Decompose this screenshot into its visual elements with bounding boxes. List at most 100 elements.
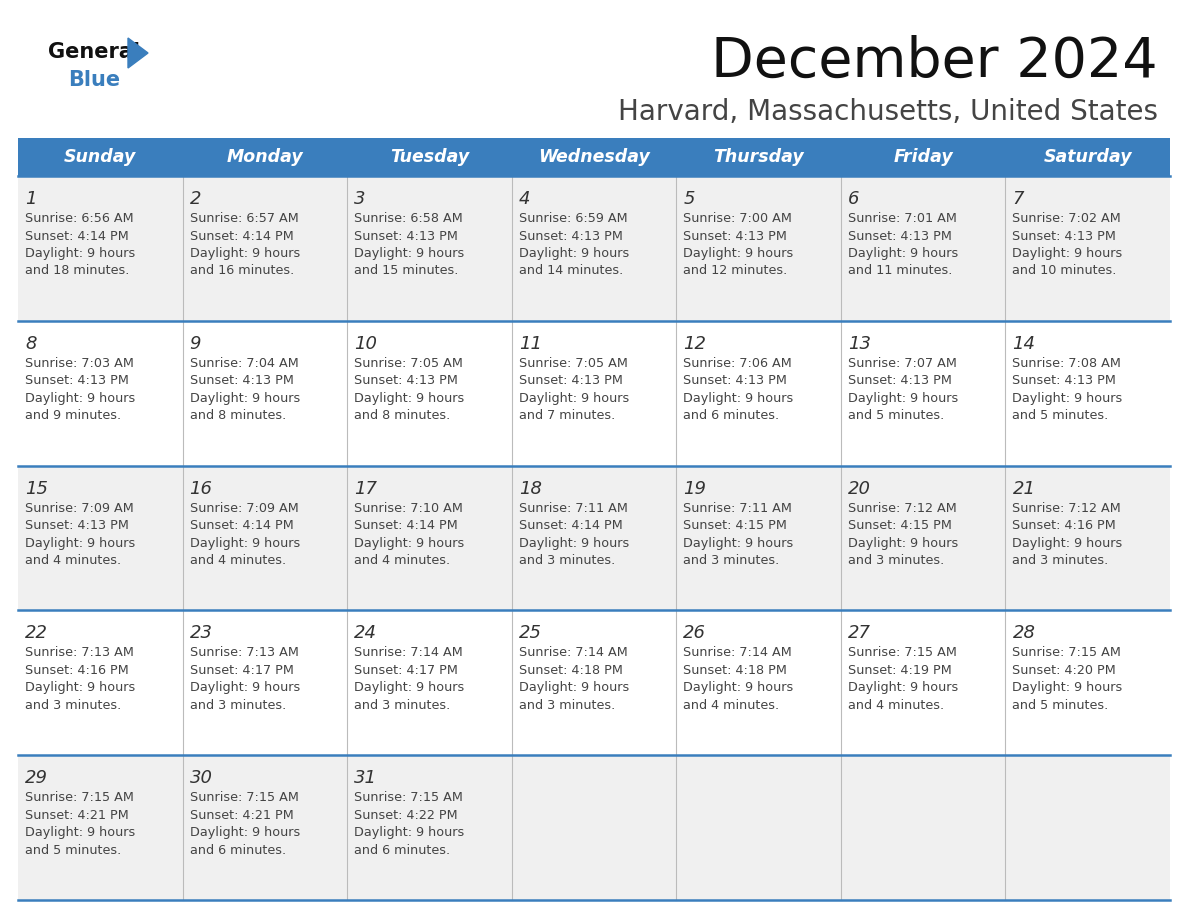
Text: Daylight: 9 hours: Daylight: 9 hours	[190, 826, 299, 839]
Text: Harvard, Massachusetts, United States: Harvard, Massachusetts, United States	[618, 98, 1158, 126]
Text: Sunset: 4:17 PM: Sunset: 4:17 PM	[190, 664, 293, 677]
Text: and 3 minutes.: and 3 minutes.	[25, 699, 121, 711]
Text: and 5 minutes.: and 5 minutes.	[1012, 699, 1108, 711]
Text: Sunrise: 7:01 AM: Sunrise: 7:01 AM	[848, 212, 956, 225]
Text: Sunset: 4:13 PM: Sunset: 4:13 PM	[683, 230, 788, 242]
Text: Thursday: Thursday	[713, 148, 804, 166]
Text: Sunset: 4:14 PM: Sunset: 4:14 PM	[190, 519, 293, 532]
Text: Sunrise: 6:56 AM: Sunrise: 6:56 AM	[25, 212, 133, 225]
Text: Sunrise: 7:05 AM: Sunrise: 7:05 AM	[354, 357, 463, 370]
Text: Daylight: 9 hours: Daylight: 9 hours	[25, 392, 135, 405]
Text: Sunset: 4:13 PM: Sunset: 4:13 PM	[25, 519, 128, 532]
Text: and 5 minutes.: and 5 minutes.	[25, 844, 121, 856]
Text: and 3 minutes.: and 3 minutes.	[519, 699, 615, 711]
Text: and 5 minutes.: and 5 minutes.	[1012, 409, 1108, 422]
Text: Daylight: 9 hours: Daylight: 9 hours	[848, 247, 958, 260]
Text: Blue: Blue	[68, 70, 120, 90]
Text: and 3 minutes.: and 3 minutes.	[354, 699, 450, 711]
Text: and 6 minutes.: and 6 minutes.	[354, 844, 450, 856]
Text: Daylight: 9 hours: Daylight: 9 hours	[683, 392, 794, 405]
Bar	[18, 138, 1170, 176]
Text: Sunrise: 7:00 AM: Sunrise: 7:00 AM	[683, 212, 792, 225]
Text: 30: 30	[190, 769, 213, 788]
Text: 17: 17	[354, 479, 377, 498]
Text: Sunset: 4:20 PM: Sunset: 4:20 PM	[1012, 664, 1117, 677]
Text: Sunrise: 7:15 AM: Sunrise: 7:15 AM	[25, 791, 134, 804]
Text: and 4 minutes.: and 4 minutes.	[25, 554, 121, 567]
Text: Sunset: 4:13 PM: Sunset: 4:13 PM	[848, 375, 952, 387]
Text: Sunrise: 6:57 AM: Sunrise: 6:57 AM	[190, 212, 298, 225]
Text: Sunrise: 7:13 AM: Sunrise: 7:13 AM	[25, 646, 134, 659]
Text: and 12 minutes.: and 12 minutes.	[683, 264, 788, 277]
Bar	[18, 320, 1170, 465]
Text: 9: 9	[190, 335, 201, 353]
Text: Wednesday: Wednesday	[538, 148, 650, 166]
Bar	[18, 610, 1170, 756]
Text: 3: 3	[354, 190, 366, 208]
Text: and 3 minutes.: and 3 minutes.	[519, 554, 615, 567]
Text: Sunrise: 7:10 AM: Sunrise: 7:10 AM	[354, 501, 463, 515]
Text: 6: 6	[848, 190, 859, 208]
Text: Sunrise: 7:06 AM: Sunrise: 7:06 AM	[683, 357, 792, 370]
Text: Sunrise: 7:15 AM: Sunrise: 7:15 AM	[1012, 646, 1121, 659]
Text: Sunset: 4:13 PM: Sunset: 4:13 PM	[519, 230, 623, 242]
Text: Daylight: 9 hours: Daylight: 9 hours	[190, 392, 299, 405]
Text: Sunrise: 7:15 AM: Sunrise: 7:15 AM	[190, 791, 298, 804]
Text: Daylight: 9 hours: Daylight: 9 hours	[25, 247, 135, 260]
Text: Sunrise: 7:11 AM: Sunrise: 7:11 AM	[683, 501, 792, 515]
Text: Sunrise: 7:15 AM: Sunrise: 7:15 AM	[354, 791, 463, 804]
Polygon shape	[128, 38, 148, 68]
Text: 26: 26	[683, 624, 707, 643]
Text: Sunset: 4:15 PM: Sunset: 4:15 PM	[848, 519, 952, 532]
Text: Tuesday: Tuesday	[390, 148, 469, 166]
Text: Sunrise: 7:08 AM: Sunrise: 7:08 AM	[1012, 357, 1121, 370]
Text: 2: 2	[190, 190, 201, 208]
Text: 19: 19	[683, 479, 707, 498]
Text: and 18 minutes.: and 18 minutes.	[25, 264, 129, 277]
Text: Sunset: 4:18 PM: Sunset: 4:18 PM	[519, 664, 623, 677]
Text: and 3 minutes.: and 3 minutes.	[1012, 554, 1108, 567]
Text: and 4 minutes.: and 4 minutes.	[848, 699, 944, 711]
Text: Daylight: 9 hours: Daylight: 9 hours	[848, 392, 958, 405]
Text: Sunrise: 7:12 AM: Sunrise: 7:12 AM	[848, 501, 956, 515]
Text: Sunset: 4:15 PM: Sunset: 4:15 PM	[683, 519, 788, 532]
Text: Daylight: 9 hours: Daylight: 9 hours	[1012, 681, 1123, 694]
Text: Sunset: 4:13 PM: Sunset: 4:13 PM	[354, 375, 459, 387]
Text: and 3 minutes.: and 3 minutes.	[683, 554, 779, 567]
Text: Sunday: Sunday	[64, 148, 137, 166]
Text: Daylight: 9 hours: Daylight: 9 hours	[848, 681, 958, 694]
Text: Daylight: 9 hours: Daylight: 9 hours	[190, 247, 299, 260]
Text: Sunset: 4:13 PM: Sunset: 4:13 PM	[519, 375, 623, 387]
Text: Daylight: 9 hours: Daylight: 9 hours	[519, 681, 628, 694]
Text: and 3 minutes.: and 3 minutes.	[848, 554, 944, 567]
Text: 27: 27	[848, 624, 871, 643]
Text: 12: 12	[683, 335, 707, 353]
Text: and 4 minutes.: and 4 minutes.	[354, 554, 450, 567]
Text: Daylight: 9 hours: Daylight: 9 hours	[354, 247, 465, 260]
Text: and 14 minutes.: and 14 minutes.	[519, 264, 623, 277]
Text: Sunset: 4:14 PM: Sunset: 4:14 PM	[190, 230, 293, 242]
Bar	[18, 176, 1170, 320]
Text: Sunset: 4:13 PM: Sunset: 4:13 PM	[25, 375, 128, 387]
Text: Sunset: 4:13 PM: Sunset: 4:13 PM	[683, 375, 788, 387]
Text: Sunset: 4:13 PM: Sunset: 4:13 PM	[354, 230, 459, 242]
Text: and 5 minutes.: and 5 minutes.	[848, 409, 944, 422]
Text: Daylight: 9 hours: Daylight: 9 hours	[354, 537, 465, 550]
Text: Sunset: 4:17 PM: Sunset: 4:17 PM	[354, 664, 459, 677]
Text: Daylight: 9 hours: Daylight: 9 hours	[1012, 537, 1123, 550]
Text: and 8 minutes.: and 8 minutes.	[190, 409, 286, 422]
Text: Daylight: 9 hours: Daylight: 9 hours	[683, 247, 794, 260]
Text: Sunset: 4:14 PM: Sunset: 4:14 PM	[25, 230, 128, 242]
Text: Sunrise: 6:59 AM: Sunrise: 6:59 AM	[519, 212, 627, 225]
Text: Sunrise: 7:03 AM: Sunrise: 7:03 AM	[25, 357, 134, 370]
Text: Daylight: 9 hours: Daylight: 9 hours	[190, 681, 299, 694]
Text: Daylight: 9 hours: Daylight: 9 hours	[25, 537, 135, 550]
Text: Sunrise: 7:07 AM: Sunrise: 7:07 AM	[848, 357, 956, 370]
Text: Sunrise: 7:02 AM: Sunrise: 7:02 AM	[1012, 212, 1121, 225]
Text: and 10 minutes.: and 10 minutes.	[1012, 264, 1117, 277]
Text: Sunrise: 7:09 AM: Sunrise: 7:09 AM	[25, 501, 134, 515]
Text: and 6 minutes.: and 6 minutes.	[190, 844, 285, 856]
Text: 25: 25	[519, 624, 542, 643]
Text: Monday: Monday	[227, 148, 303, 166]
Text: Sunset: 4:13 PM: Sunset: 4:13 PM	[190, 375, 293, 387]
